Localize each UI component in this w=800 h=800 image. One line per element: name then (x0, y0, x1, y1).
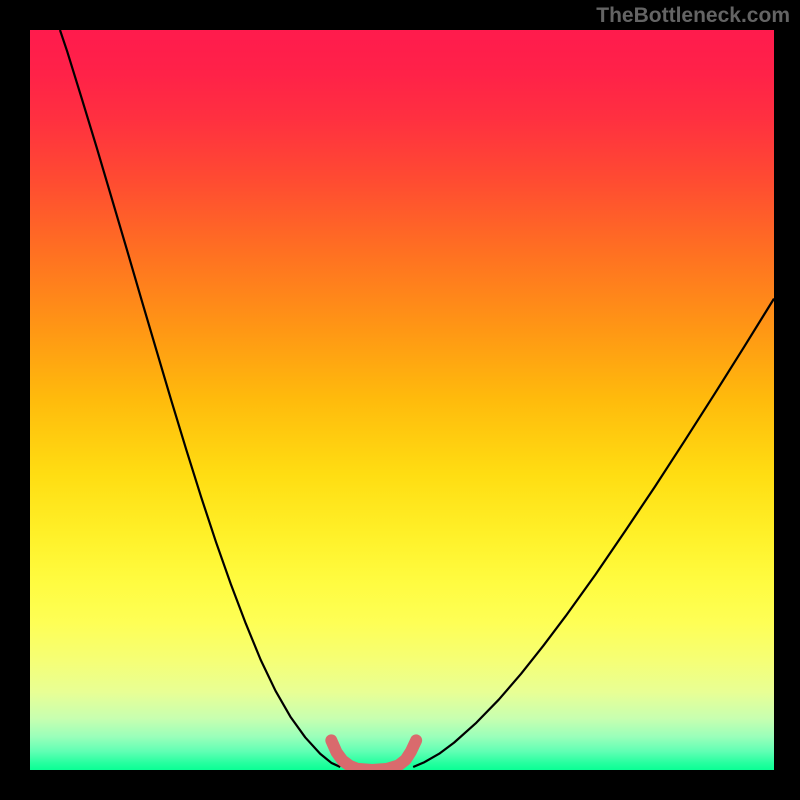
attribution-text: TheBottleneck.com (596, 4, 790, 28)
bottleneck-chart (0, 0, 800, 800)
chart-container: TheBottleneck.com (0, 0, 800, 800)
